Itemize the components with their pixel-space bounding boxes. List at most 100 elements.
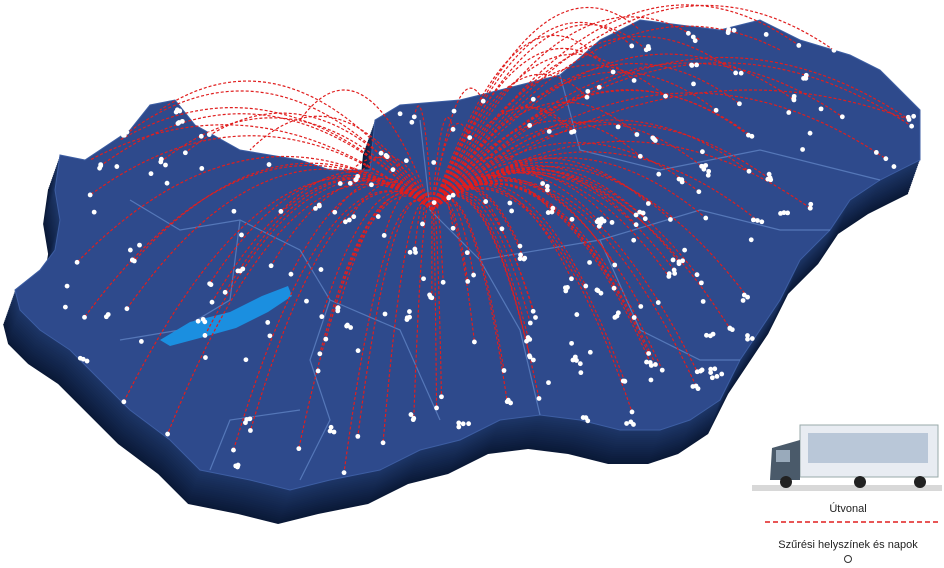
location-dot [265,320,270,325]
location-dot [892,164,897,169]
location-dot [649,378,654,383]
location-dot [427,293,432,298]
location-dot [369,182,374,187]
location-dot [409,120,414,125]
location-dot [634,132,639,137]
location-dot [385,154,390,159]
location-dot [244,357,249,362]
location-dot [507,201,512,206]
location-dot [203,333,208,338]
location-dot [180,119,185,124]
location-dot [545,188,550,193]
location-dot [653,362,658,367]
location-dot [686,31,691,36]
location-dot [207,132,212,137]
location-dot [671,258,676,263]
location-dot [319,267,324,272]
location-dot [381,440,386,445]
location-dot [583,284,588,289]
location-dot [130,258,135,263]
location-dot [527,337,532,342]
location-dot [92,210,97,215]
location-dot [537,396,542,401]
location-dot [574,358,579,363]
location-dot [732,28,737,33]
location-dot [700,368,705,373]
location-dot [563,285,568,290]
location-dot [612,263,617,268]
location-dot [546,210,551,215]
location-dot [174,110,179,115]
location-dot [412,114,417,119]
location-dot [656,172,661,177]
location-dot [791,96,796,101]
location-dot [691,82,696,87]
location-dot [483,199,488,204]
location-dot [88,193,93,198]
location-dot [694,63,699,68]
location-dot [747,169,752,174]
location-dot [597,224,602,229]
location-dot [584,415,589,420]
location-dot [767,172,772,177]
location-dot [452,109,457,114]
location-dot [666,274,671,279]
location-dot [574,312,579,317]
location-dot [432,200,437,205]
location-dot [289,272,294,277]
location-dot [248,416,253,421]
location-dot [85,359,90,364]
location-dot [644,360,649,365]
location-dot [165,181,170,186]
location-dot [631,238,636,243]
legend-route-label: Útvonal [829,502,866,515]
location-dot [203,355,208,360]
location-dot [165,432,170,437]
truck [752,425,942,491]
location-dot [547,129,552,134]
location-dot [700,164,705,169]
location-dot [569,276,574,281]
location-dot [638,154,643,159]
location-dot [646,44,651,49]
location-dot [269,263,274,268]
location-dot [128,248,133,253]
location-dot [355,434,360,439]
location-dot [578,370,583,375]
location-dot [699,280,704,285]
location-dot [332,210,337,215]
location-dot [616,310,621,315]
location-dot [701,299,706,304]
location-dot [531,358,536,363]
location-dot [527,123,532,128]
location-dot [481,99,486,104]
location-dot [696,189,701,194]
location-dot [348,181,353,186]
location-dot [348,325,353,330]
location-dot [733,70,738,75]
location-dot [502,368,507,373]
location-dot [715,374,720,379]
location-dot [800,147,805,152]
location-dot [710,375,715,380]
location-dot [578,361,583,366]
location-dot [663,94,668,99]
location-dot [196,319,201,324]
location-dot [746,133,751,138]
location-dot [616,124,621,129]
location-dot [588,350,593,355]
location-dot [528,321,533,326]
location-dot [672,271,677,276]
location-dot [630,410,635,415]
location-dot [906,115,911,120]
location-dot [351,214,356,219]
location-dot [356,348,361,353]
location-dot [451,226,456,231]
location-dot [97,166,102,171]
location-dot [778,211,783,216]
location-dot [434,406,439,411]
location-dot [456,425,461,430]
location-dot [125,306,130,311]
location-dot [421,276,426,281]
